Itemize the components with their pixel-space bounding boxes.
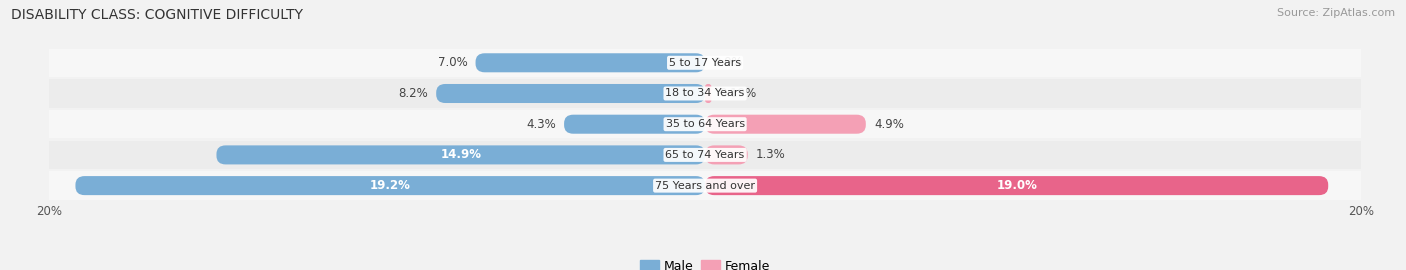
Text: 0.0%: 0.0%	[713, 56, 742, 69]
Legend: Male, Female: Male, Female	[636, 255, 775, 270]
Text: 5 to 17 Years: 5 to 17 Years	[669, 58, 741, 68]
FancyBboxPatch shape	[217, 145, 706, 164]
Bar	[49, 110, 1361, 138]
FancyBboxPatch shape	[706, 145, 748, 164]
Text: 19.2%: 19.2%	[370, 179, 411, 192]
FancyBboxPatch shape	[706, 115, 866, 134]
Text: 65 to 74 Years: 65 to 74 Years	[665, 150, 745, 160]
Text: DISABILITY CLASS: COGNITIVE DIFFICULTY: DISABILITY CLASS: COGNITIVE DIFFICULTY	[11, 8, 304, 22]
Bar	[49, 49, 1361, 77]
Text: 8.2%: 8.2%	[398, 87, 427, 100]
FancyBboxPatch shape	[564, 115, 706, 134]
Text: 7.0%: 7.0%	[437, 56, 467, 69]
Bar	[49, 79, 1361, 108]
FancyBboxPatch shape	[76, 176, 706, 195]
Text: 35 to 64 Years: 35 to 64 Years	[665, 119, 745, 129]
Text: 19.0%: 19.0%	[997, 179, 1038, 192]
FancyBboxPatch shape	[706, 176, 1329, 195]
Text: 0.19%: 0.19%	[720, 87, 756, 100]
Bar	[49, 171, 1361, 200]
FancyBboxPatch shape	[475, 53, 706, 72]
Text: 14.9%: 14.9%	[440, 148, 481, 161]
Text: Source: ZipAtlas.com: Source: ZipAtlas.com	[1277, 8, 1395, 18]
Text: 4.3%: 4.3%	[526, 118, 555, 131]
Bar	[49, 141, 1361, 169]
Text: 18 to 34 Years: 18 to 34 Years	[665, 89, 745, 99]
Text: 4.9%: 4.9%	[875, 118, 904, 131]
FancyBboxPatch shape	[706, 84, 711, 103]
Text: 75 Years and over: 75 Years and over	[655, 181, 755, 191]
Text: 1.3%: 1.3%	[756, 148, 786, 161]
FancyBboxPatch shape	[436, 84, 706, 103]
